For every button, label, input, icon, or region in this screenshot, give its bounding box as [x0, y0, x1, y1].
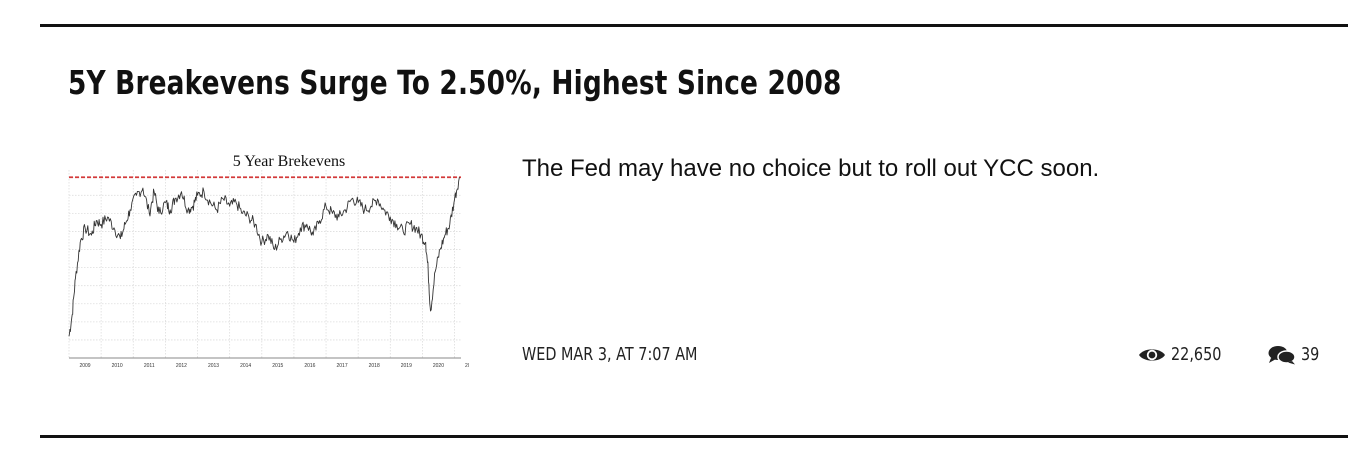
chart-grid — [68, 170, 461, 358]
x-tick-label: 2015 — [272, 363, 283, 369]
x-tick-label: 2010 — [112, 363, 123, 369]
views-counter: 22,650 — [1138, 342, 1234, 368]
comments-icon — [1268, 345, 1296, 365]
article-thumbnail[interactable]: 2009 2010 2011 2012 2013 2014 2015 2016 2017 2018… — [67, 144, 469, 370]
bottom-divider — [40, 435, 1348, 438]
x-tick-label: 2013 — [208, 363, 219, 369]
top-divider — [40, 24, 1348, 27]
article-date: WED MAR 3, AT 7:07 AM — [522, 344, 698, 365]
series-line-5y-breakevens — [68, 177, 460, 337]
article-summary: The Fed may have no choice but to roll o… — [522, 155, 1100, 182]
chart-series-layer — [68, 177, 460, 337]
chart-background — [67, 144, 469, 370]
x-tick-label: 2019 — [401, 363, 412, 369]
comments-link[interactable]: 39 — [1268, 342, 1324, 368]
x-tick-label: 2021 — [465, 363, 469, 369]
breakevens-chart: 2009 2010 2011 2012 2013 2014 2015 2016 2017 2018… — [67, 144, 469, 370]
views-count: 22,650 — [1171, 344, 1222, 365]
x-tick-label: 2018 — [369, 363, 380, 369]
x-tick-label: 2012 — [176, 363, 187, 369]
x-tick-label: 2017 — [336, 363, 347, 369]
eye-icon — [1138, 346, 1166, 364]
x-tick-label: 2016 — [304, 363, 315, 369]
x-tick-label: 2011 — [144, 363, 155, 369]
chart-title: 5 Year Brekevens — [233, 153, 345, 170]
x-tick-label: 2020 — [433, 363, 444, 369]
x-tick-label: 2014 — [240, 363, 251, 369]
x-tick-label: 2009 — [79, 363, 90, 369]
chart-axis: 2009 2010 2011 2012 2013 2014 2015 2016 2017 2018… — [69, 357, 469, 369]
comments-count: 39 — [1301, 344, 1320, 365]
article-title[interactable]: 5Y Breakevens Surge To 2.50%, Highest Si… — [68, 63, 842, 102]
